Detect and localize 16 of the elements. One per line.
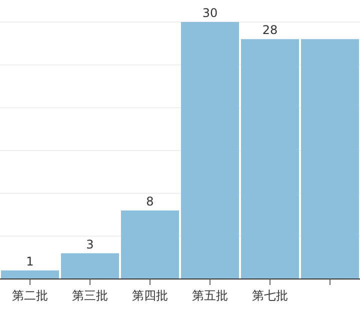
data-label: 3	[86, 237, 94, 252]
bar	[1, 270, 59, 279]
bar	[301, 39, 359, 279]
x-tick-label: 第二批	[12, 288, 48, 303]
x-tick-label: 第五批	[192, 288, 228, 303]
x-tick-label: 第三批	[72, 288, 108, 303]
bar	[241, 39, 299, 279]
data-label: 28	[262, 23, 278, 38]
bar	[61, 253, 119, 279]
data-label: 8	[146, 194, 154, 208]
x-tick-label: 第七批	[252, 288, 288, 303]
bar	[181, 22, 239, 279]
x-tick-label: 第四批	[132, 288, 168, 303]
data-label: 30	[202, 6, 218, 20]
bar	[121, 210, 179, 279]
data-label: 1	[26, 254, 34, 268]
